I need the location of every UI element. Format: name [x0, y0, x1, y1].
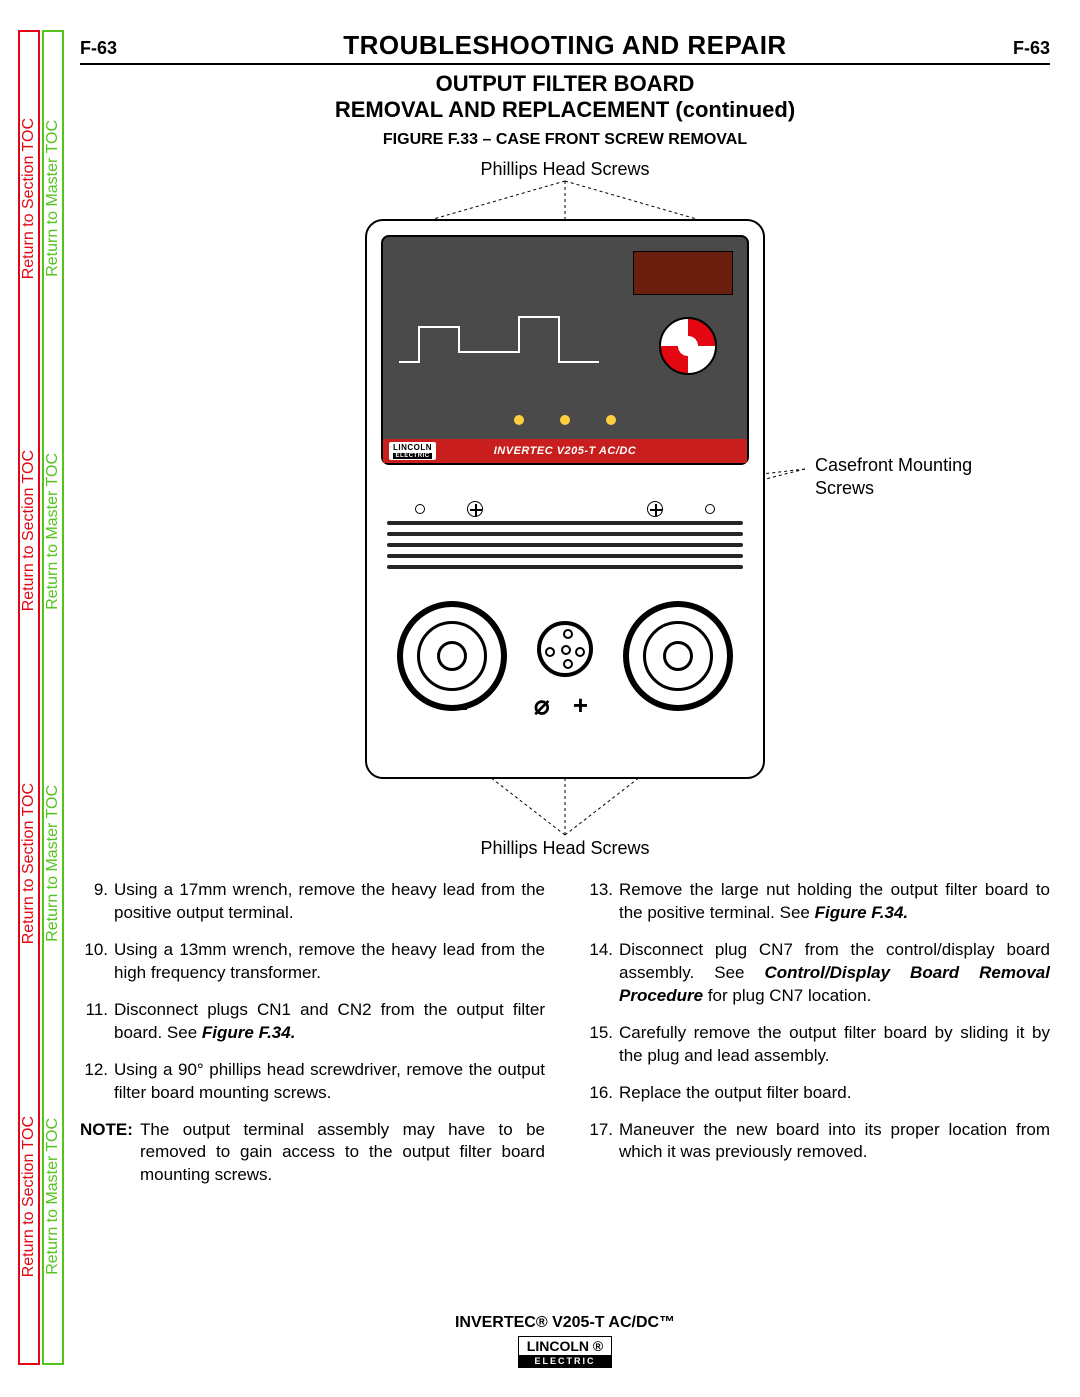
- digital-display: [633, 251, 733, 295]
- section-toc-tab[interactable]: Return to Section TOC Return to Section …: [18, 30, 40, 1365]
- footer-brand: LINCOLN ®: [527, 1338, 603, 1354]
- master-toc-link[interactable]: Return to Master TOC: [44, 1118, 62, 1275]
- master-toc-link[interactable]: Return to Master TOC: [44, 453, 62, 610]
- procedure-step: 9.Using a 17mm wrench, remove the heavy …: [80, 879, 545, 925]
- procedure-step: 14.Disconnect plug CN7 from the control/…: [585, 939, 1050, 1008]
- procedure-step: 10.Using a 13mm wrench, remove the heavy…: [80, 939, 545, 985]
- page-header: F-63 TROUBLESHOOTING AND REPAIR F-63: [80, 30, 1050, 65]
- master-toc-link[interactable]: Return to Master TOC: [44, 785, 62, 942]
- procedure-step: 16.Replace the output filter board.: [585, 1082, 1050, 1105]
- page-content: F-63 TROUBLESHOOTING AND REPAIR F-63 OUT…: [80, 30, 1050, 1201]
- device-front: LINCOLN INVERTEC V205-T AC/DC — ⌀ +: [365, 219, 765, 779]
- figure-diagram: Phillips Head Screws Casefront Mounting …: [245, 159, 885, 859]
- waveform-graphic: [399, 307, 599, 377]
- ground-symbol: ⌀ +: [534, 690, 596, 721]
- panel-nameplate: LINCOLN INVERTEC V205-T AC/DC: [383, 439, 747, 463]
- procedure-step: 17.Maneuver the new board into its prope…: [585, 1119, 1050, 1165]
- section-toc-link[interactable]: Return to Section TOC: [20, 1116, 38, 1277]
- procedure-step: NOTE:The output terminal assembly may ha…: [80, 1119, 545, 1188]
- callout-bottom: Phillips Head Screws: [245, 838, 885, 859]
- callout-top: Phillips Head Screws: [245, 159, 885, 180]
- left-column: 9.Using a 17mm wrench, remove the heavy …: [80, 879, 545, 1201]
- master-toc-tab[interactable]: Return to Master TOC Return to Master TO…: [42, 30, 64, 1365]
- brand-badge: LINCOLN: [389, 442, 436, 460]
- connector-row: — ⌀ +: [367, 591, 763, 741]
- page-number-right: F-63: [1013, 38, 1050, 59]
- page-footer: INVERTEC® V205-T AC/DC™ LINCOLN ® ELECTR…: [80, 1314, 1050, 1369]
- footer-brand-sub: ELECTRIC: [519, 1355, 611, 1367]
- mounting-hole-icon: [415, 504, 425, 514]
- remote-connector: [537, 621, 593, 677]
- procedure-text: 9.Using a 17mm wrench, remove the heavy …: [80, 879, 1050, 1201]
- mounting-screw-icon: [647, 501, 663, 517]
- footer-model: INVERTEC® V205-T AC/DC™: [80, 1314, 1050, 1332]
- mounting-hole-icon: [705, 504, 715, 514]
- footer-logo: LINCOLN ® ELECTRIC: [518, 1336, 612, 1368]
- side-navigation: Return to Section TOC Return to Section …: [18, 30, 66, 1365]
- page-title: TROUBLESHOOTING AND REPAIR: [343, 30, 786, 61]
- page-number-left: F-63: [80, 38, 117, 59]
- master-toc-link[interactable]: Return to Master TOC: [44, 120, 62, 277]
- indicator-leds: [514, 415, 616, 425]
- figure-caption: FIGURE F.33 – CASE FRONT SCREW REMOVAL: [80, 131, 1050, 149]
- procedure-step: 13.Remove the large nut holding the outp…: [585, 879, 1050, 925]
- minus-symbol: —: [445, 695, 467, 721]
- callout-side: Casefront Mounting Screws: [815, 454, 975, 499]
- section-toc-link[interactable]: Return to Section TOC: [20, 450, 38, 611]
- section-title-1: OUTPUT FILTER BOARD: [80, 71, 1050, 97]
- procedure-step: 15.Carefully remove the output filter bo…: [585, 1022, 1050, 1068]
- procedure-step: 11.Disconnect plugs CN1 and CN2 from the…: [80, 999, 545, 1045]
- right-column: 13.Remove the large nut holding the outp…: [585, 879, 1050, 1201]
- model-label: INVERTEC V205-T AC/DC: [494, 445, 637, 457]
- vent-slots: [387, 521, 743, 569]
- control-panel: LINCOLN INVERTEC V205-T AC/DC: [381, 235, 749, 465]
- mounting-screw-icon: [467, 501, 483, 517]
- section-toc-link[interactable]: Return to Section TOC: [20, 783, 38, 944]
- control-knob: [659, 317, 717, 375]
- output-terminal-pos: [623, 601, 733, 711]
- section-toc-link[interactable]: Return to Section TOC: [20, 118, 38, 279]
- procedure-step: 12.Using a 90° phillips head screwdriver…: [80, 1059, 545, 1105]
- section-title-2: REMOVAL AND REPLACEMENT (continued): [80, 97, 1050, 123]
